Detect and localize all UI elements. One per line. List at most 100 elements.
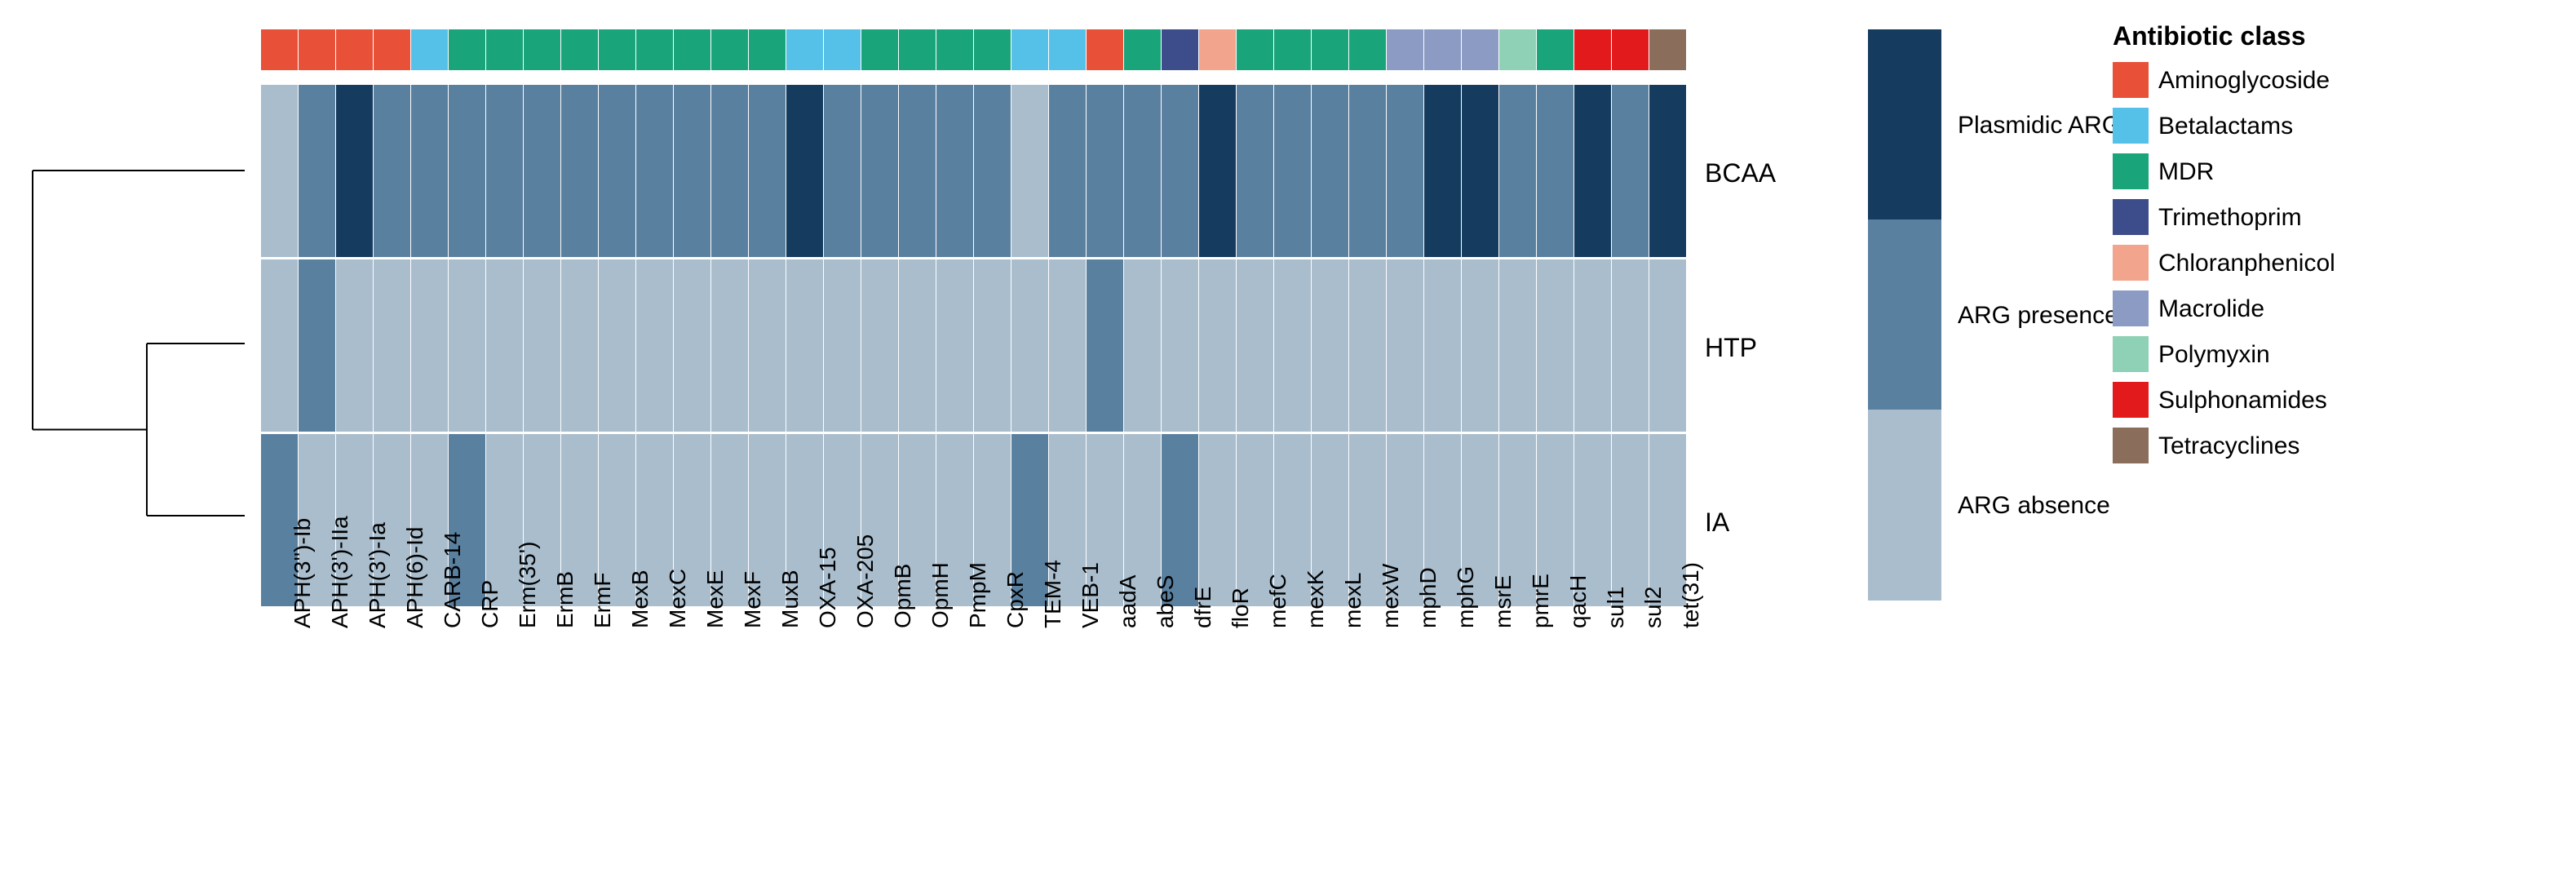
- heatmap-cell: [561, 85, 598, 257]
- heatmap-cell: [1274, 85, 1311, 257]
- heatmap-cell: [1199, 434, 1236, 606]
- col-label: OXA-15: [815, 547, 841, 628]
- heatmap-cell: [936, 85, 973, 257]
- heatmap-cell: [1349, 85, 1386, 257]
- annot-cell: [861, 29, 898, 70]
- annot-cell: [1574, 29, 1611, 70]
- heatmap-cell: [674, 259, 710, 432]
- col-label: OpmB: [890, 564, 916, 628]
- annot-cell: [974, 29, 1011, 70]
- annot-cell: [1612, 29, 1649, 70]
- annot-cell: [374, 29, 410, 70]
- heatmap-cell: [1574, 259, 1611, 432]
- col-label: ErmF: [590, 573, 616, 628]
- heatmap-cell: [899, 259, 936, 432]
- class-swatch-label: Macrolide: [2158, 295, 2264, 323]
- heatmap-cell: [1649, 85, 1686, 257]
- col-label: TEM-4: [1040, 560, 1066, 628]
- class-swatch: [2113, 108, 2149, 144]
- class-swatch: [2113, 199, 2149, 235]
- heatmap-cell: [1574, 85, 1611, 257]
- heatmap-cell: [1199, 85, 1236, 257]
- col-label: qacH: [1565, 575, 1591, 628]
- col-label: tet(31): [1678, 562, 1704, 628]
- heatmap-cell: [524, 259, 560, 432]
- heatmap-cell: [936, 259, 973, 432]
- heatmap-cell: [1312, 259, 1348, 432]
- annot-cell: [1274, 29, 1311, 70]
- heatmap-cell: [374, 259, 410, 432]
- col-label: floR: [1228, 587, 1254, 628]
- col-label: OXA-205: [852, 534, 879, 628]
- heatmap-cell: [1312, 85, 1348, 257]
- annot-cell: [1162, 29, 1198, 70]
- col-label: mphD: [1415, 567, 1441, 628]
- heatmap-cell: [561, 259, 598, 432]
- annot-cell: [1424, 29, 1461, 70]
- heatmap-cell: [1049, 259, 1086, 432]
- annot-cell: [299, 29, 335, 70]
- heatmap-cell: [861, 85, 898, 257]
- heatmap-cell: [824, 259, 861, 432]
- heatmap-figure: BCAAHTPIAAPH(3'')-IbAPH(3')-IIaAPH(3')-I…: [0, 0, 2576, 891]
- col-label: APH(6)-Id: [402, 527, 428, 628]
- heatmap-cell: [599, 85, 635, 257]
- heatmap-legend-segment: [1868, 29, 1941, 219]
- heatmap-cell: [1424, 85, 1461, 257]
- annot-cell: [1499, 29, 1536, 70]
- heatmap-cell: [299, 85, 335, 257]
- class-swatch-label: Tetracyclines: [2158, 432, 2299, 460]
- annot-cell: [1124, 29, 1161, 70]
- annot-cell: [449, 29, 485, 70]
- annot-cell: [1199, 29, 1236, 70]
- heatmap-cell: [336, 85, 373, 257]
- heatmap-cell: [1499, 259, 1536, 432]
- heatmap-cell: [1537, 85, 1573, 257]
- col-label: msrE: [1490, 575, 1516, 628]
- row-dendrogram: [0, 85, 245, 604]
- annot-cell: [261, 29, 298, 70]
- annot-cell: [1237, 29, 1273, 70]
- heatmap-cell: [1499, 85, 1536, 257]
- heatmap-cell: [1124, 259, 1161, 432]
- col-label: MexE: [702, 570, 728, 628]
- row-label: IA: [1705, 508, 1729, 538]
- heatmap-cell: [1649, 259, 1686, 432]
- heatmap-cell: [1462, 85, 1498, 257]
- heatmap-cell: [1011, 259, 1048, 432]
- heatmap-cell: [299, 259, 335, 432]
- heatmap-cell: [1349, 259, 1386, 432]
- col-label: CpxR: [1003, 571, 1029, 628]
- col-label: mefC: [1265, 574, 1291, 628]
- heatmap-legend-bar: [1868, 29, 1941, 601]
- class-swatch: [2113, 62, 2149, 98]
- class-swatch-label: MDR: [2158, 158, 2214, 186]
- heatmap-legend-label: ARG presence: [1958, 302, 2118, 330]
- col-label: sul2: [1640, 587, 1666, 628]
- heatmap-cell: [1462, 259, 1498, 432]
- class-swatch: [2113, 290, 2149, 326]
- annot-cell: [824, 29, 861, 70]
- class-swatch-label: Chloranphenicol: [2158, 250, 2335, 277]
- col-label: PmpM: [965, 562, 991, 628]
- col-label: CARB-14: [440, 532, 466, 628]
- annot-cell: [1649, 29, 1686, 70]
- heatmap-cell: [1124, 85, 1161, 257]
- annot-cell: [1087, 29, 1123, 70]
- heatmap-cell: [449, 85, 485, 257]
- heatmap-cell: [449, 259, 485, 432]
- annot-cell: [1011, 29, 1048, 70]
- col-label: sul1: [1603, 587, 1629, 628]
- heatmap-cell: [1237, 259, 1273, 432]
- col-label: dfrE: [1190, 587, 1216, 628]
- annot-cell: [749, 29, 786, 70]
- col-label: mexL: [1340, 573, 1366, 628]
- col-label: APH(3')-Ia: [365, 522, 391, 628]
- heatmap-cell: [1087, 259, 1123, 432]
- heatmap-legend-label: ARG absence: [1958, 492, 2110, 520]
- heatmap-cell: [411, 259, 448, 432]
- heatmap-cell: [749, 85, 786, 257]
- heatmap-cell: [1387, 85, 1423, 257]
- heatmap-cell: [974, 85, 1011, 257]
- class-swatch-label: Aminoglycoside: [2158, 67, 2330, 95]
